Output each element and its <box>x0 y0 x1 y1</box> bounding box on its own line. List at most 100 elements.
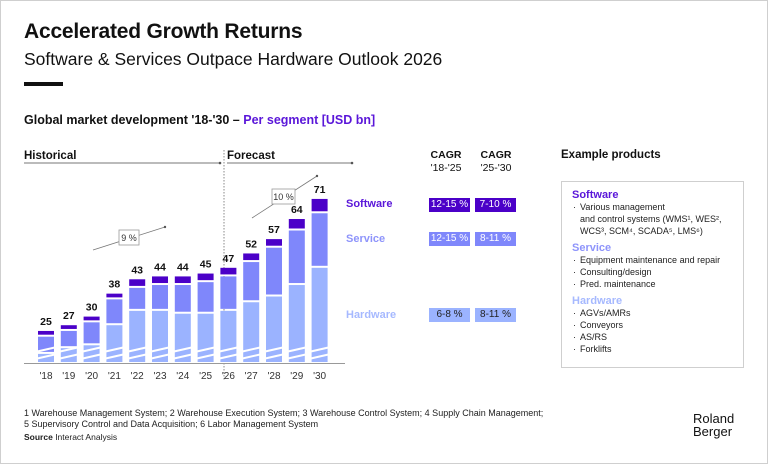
cagr-col1-header: CAGR '18-'25 <box>421 149 471 175</box>
axis-break-mark <box>194 353 217 360</box>
x-tick-label: '30 <box>313 371 326 382</box>
period-historical-label: Historical <box>24 150 77 162</box>
page-subtitle: Software & Services Outpace Hardware Out… <box>24 49 443 69</box>
x-tick-label: '29 <box>290 371 303 382</box>
bar-segment-service <box>174 285 191 312</box>
cagr-service-25-30: 8-11 % <box>475 232 516 246</box>
example-item: Consulting/design <box>572 266 733 278</box>
axis-break-mark <box>285 346 309 353</box>
cagr-annotation-box-historical <box>118 229 140 246</box>
axis-break-mark <box>57 346 81 353</box>
bar-segment-software <box>83 316 100 321</box>
axis-break-mark <box>34 353 58 360</box>
example-item: AS/RS <box>572 331 733 343</box>
bar-segment-service <box>243 262 260 301</box>
cagr-col1-period: '18-'25 <box>430 162 462 174</box>
example-item-continued: and control systems (WMS¹, WES², <box>580 214 722 224</box>
cagr-trend-arrow-forecast <box>315 174 319 178</box>
axis-break-mark <box>34 346 58 353</box>
axis-break-mark <box>285 353 309 360</box>
cagr-hardware-18-25: 6-8 % <box>429 308 470 322</box>
bar-total-label: 45 <box>200 259 212 271</box>
forecast-period-arrow <box>350 161 354 165</box>
chart-heading: Global market development '18-'30 – Per … <box>24 113 375 127</box>
bar-segment-software <box>311 198 328 212</box>
example-item: Various management <box>572 201 733 213</box>
example-item: AGVs/AMRs <box>572 307 733 319</box>
bar-total-label: 64 <box>291 204 303 216</box>
example-item: Pred. maintenance <box>572 278 733 290</box>
bar-total-label: 57 <box>268 224 280 236</box>
axis-break-mark <box>125 353 149 360</box>
cagr-trend-arrow-historical <box>163 225 167 229</box>
bar-segment-service <box>311 213 328 266</box>
footnote-line-1: 1 Warehouse Management System; 2 Warehou… <box>24 408 544 418</box>
bar-segment-service <box>288 230 305 284</box>
axis-break-mark <box>239 346 263 353</box>
chart-heading-unit: Per segment [USD bn] <box>243 113 376 127</box>
x-tick-label: '26 <box>222 371 235 382</box>
bar-segment-software <box>106 293 123 298</box>
source-note: Source Interact Analysis <box>24 432 117 442</box>
x-tick-label: '20 <box>85 371 98 382</box>
cagr-annotation-historical: 9 % <box>121 233 137 243</box>
example-item: Forklifts <box>572 343 733 355</box>
x-tick-label: '27 <box>245 371 258 382</box>
example-item: Conveyors <box>572 319 733 331</box>
axis-break-mark <box>194 346 217 353</box>
bar-segment-hardware <box>106 325 123 362</box>
period-forecast-label: Forecast <box>227 150 275 162</box>
bar-total-label: 44 <box>154 261 166 273</box>
bar-total-label: 52 <box>245 238 257 250</box>
bar-segment-service <box>83 322 100 344</box>
bar-segment-software <box>129 279 146 286</box>
historical-period-arrow <box>218 161 222 165</box>
source-text: Interact Analysis <box>52 432 118 442</box>
x-tick-label: '23 <box>153 371 166 382</box>
bar-total-label: 27 <box>63 310 75 322</box>
example-group-service-title: Service <box>572 242 612 254</box>
bar-segment-service <box>266 247 282 295</box>
bar-segment-hardware <box>38 353 54 362</box>
axis-break-mark <box>148 346 172 353</box>
axis-break-mark <box>262 353 286 360</box>
cagr-col2-header: CAGR '25-'30 <box>471 149 521 175</box>
bar-segment-service <box>106 299 123 324</box>
example-products-heading: Example products <box>561 149 661 161</box>
bar-segment-service <box>220 276 237 309</box>
bar-total-label: 38 <box>109 279 121 291</box>
bar-segment-software <box>152 276 168 284</box>
legend-service: Service <box>346 233 386 245</box>
bar-total-label: 71 <box>314 184 326 196</box>
axis-break-mark <box>103 353 126 360</box>
axis-break-mark <box>171 353 195 360</box>
bar-segment-hardware <box>60 348 77 362</box>
cagr-col2-period: '25-'30 <box>480 162 512 174</box>
bar-total-label: 44 <box>177 261 189 273</box>
title-accent-bar <box>24 82 63 86</box>
bar-segment-service <box>129 287 146 309</box>
bar-segment-service <box>152 285 168 309</box>
cagr-annotation-box-forecast <box>271 188 296 205</box>
x-tick-label: '28 <box>267 371 280 382</box>
bar-segment-software <box>38 330 54 335</box>
cagr-service-18-25: 12-15 % <box>429 232 470 246</box>
legend-hardware: Hardware <box>346 309 397 321</box>
axis-break-mark <box>308 353 331 360</box>
axis-break-mark <box>57 353 81 360</box>
cagr-col2-title: CAGR <box>480 149 512 161</box>
footnotes: 1 Warehouse Management System; 2 Warehou… <box>24 408 543 430</box>
axis-break-mark <box>103 346 126 353</box>
example-item: Equipment maintenance and repair <box>572 254 733 266</box>
cagr-annotation-forecast: 10 % <box>273 192 294 202</box>
axis-break-mark <box>80 353 103 360</box>
x-tick-label: '24 <box>176 371 189 382</box>
bar-segment-software <box>197 273 214 281</box>
axis-break-mark <box>217 346 240 353</box>
bar-segment-software <box>243 253 260 261</box>
bar-segment-software <box>174 276 191 284</box>
bar-segment-service <box>197 282 214 312</box>
source-label: Source <box>24 432 53 442</box>
bar-segment-hardware <box>288 285 305 362</box>
bar-total-label: 25 <box>40 316 52 328</box>
